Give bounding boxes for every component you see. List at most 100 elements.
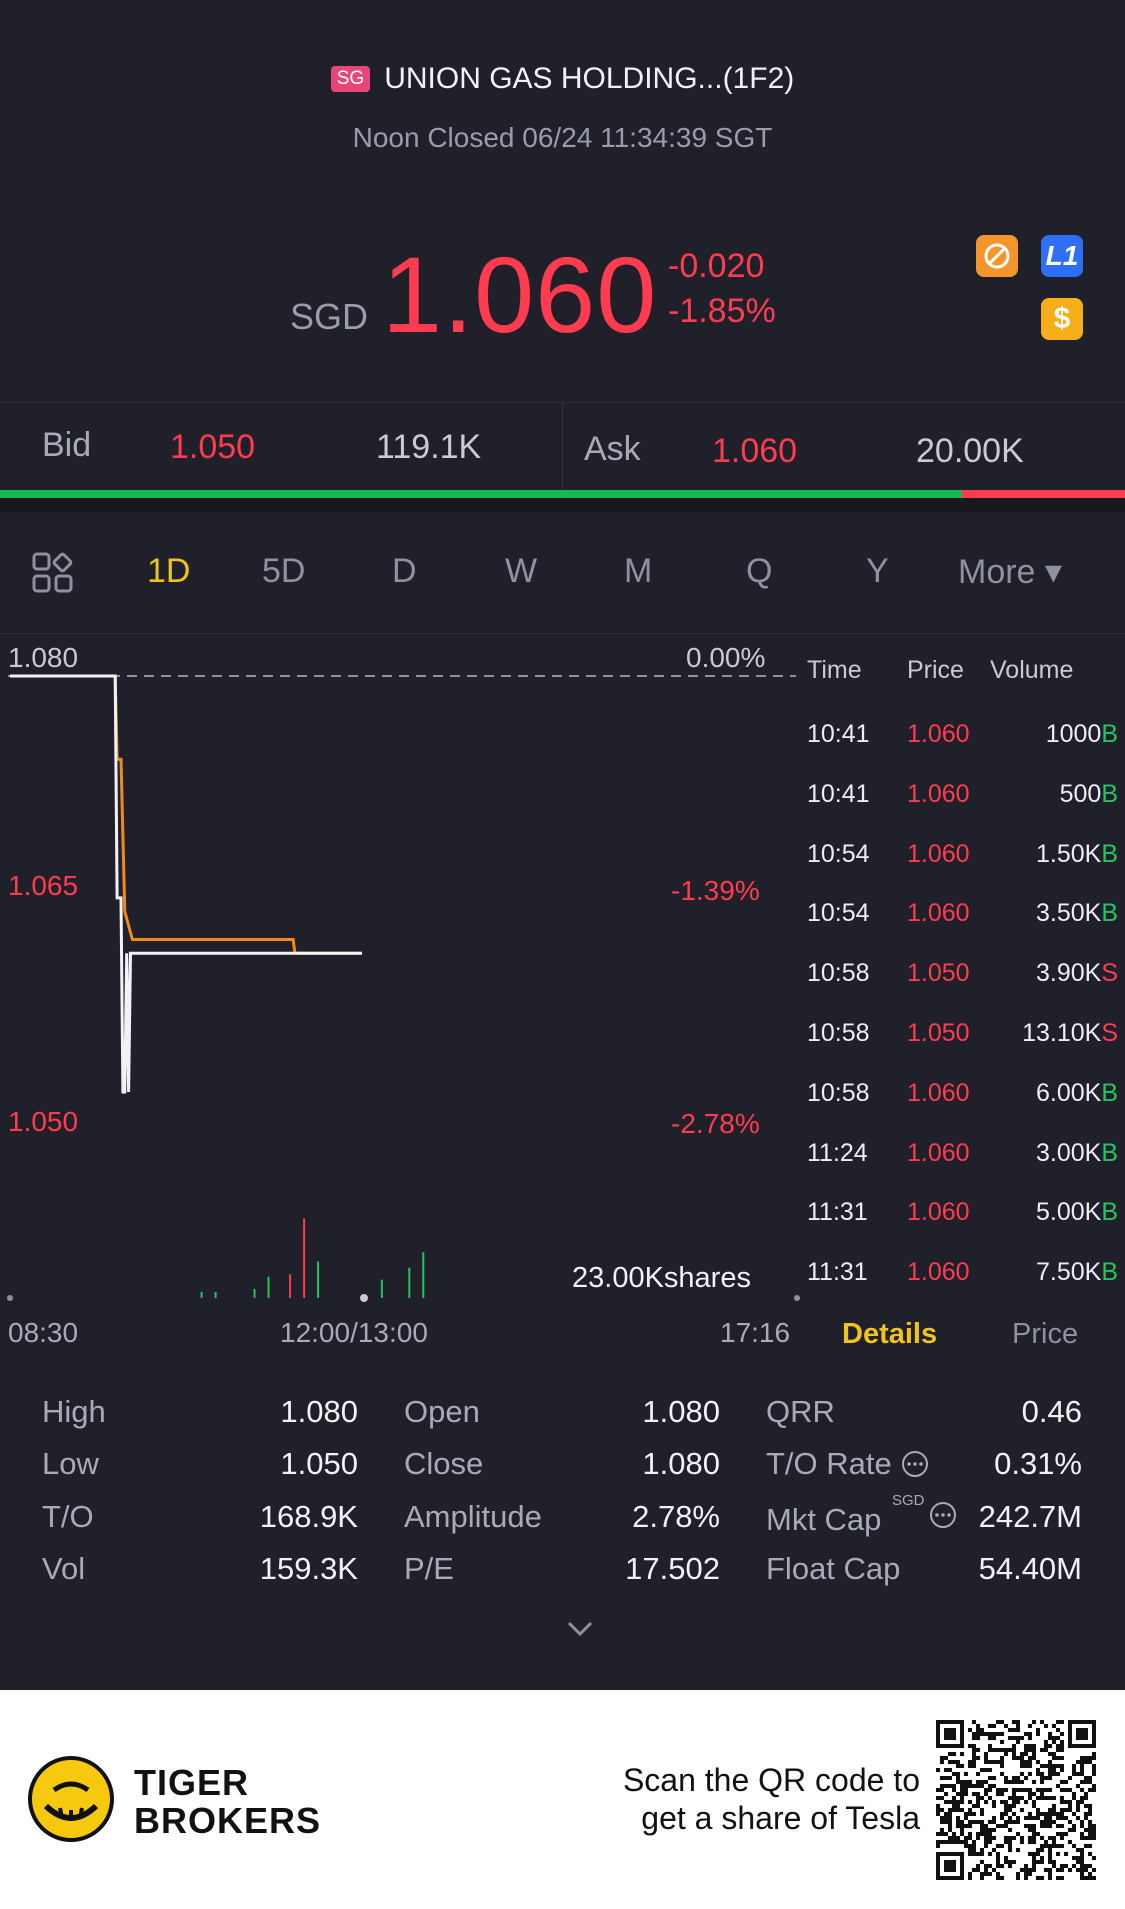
trade-side: B [1101,899,1118,928]
volume-bar [422,1252,425,1298]
trade-volume: 3.50KB [1035,899,1118,928]
y-label-top: 1.080 [8,642,79,673]
price-line [10,674,362,1094]
y-label-mid: 1.065 [8,870,79,901]
stat-open-label: Open [404,1394,480,1429]
stat-torate-value: 0.31% [994,1446,1082,1481]
period-tabs: 1D 5D D W M Q Y More ▾ [0,512,1125,634]
volume-bar [289,1274,292,1298]
tab-details[interactable]: Details [842,1318,938,1350]
chart-current-dot [360,1294,368,1302]
trade-price: 1.050 [907,959,970,988]
chart-end-dot [794,1295,800,1301]
brand-name-line1: TIGER [134,1762,250,1803]
y-label-bottom: 1.050 [8,1106,79,1137]
tab-5d[interactable]: 5D [262,552,306,590]
trade-side: B [1101,1078,1118,1107]
trade-side: B [1101,720,1118,748]
trade-volume: 3.00KB [1035,1138,1118,1167]
stat-amplitude-value: 2.78% [632,1499,720,1534]
trade-volume: 6.00KB [1035,1078,1118,1107]
x-label-mid: 12:00/13:00 [280,1317,428,1348]
stat-qrr-value: 0.46 [1021,1394,1082,1429]
ask-price: 1.060 [712,432,798,470]
trade-time: 10:41 [807,779,870,808]
trades-header-time: Time [807,656,862,684]
trade-time: 10:58 [807,1019,870,1047]
x-label-end: 17:16 [720,1317,791,1348]
torate-info-icon[interactable] [900,1449,930,1484]
trade-volume: 1.50KB [1035,839,1118,868]
trade-price: 1.060 [907,839,970,868]
stat-high-label: High [42,1394,106,1429]
stat-vol-label: Vol [42,1551,86,1586]
trade-side: B [1101,1138,1118,1167]
stat-qrr-label: QRR [766,1394,835,1429]
trade-side: B [1101,1258,1118,1287]
stock-title[interactable]: SG UNION GAS HOLDING...(1F2) [0,62,1125,96]
stat-vol-value: 159.3K [259,1551,358,1586]
tab-month[interactable]: M [624,552,653,590]
trade-side: B [1101,779,1118,808]
stat-mktcap-value: 242.7M [978,1499,1082,1534]
tab-week[interactable]: W [505,552,538,590]
trade-time: 10:58 [807,1078,870,1107]
volume-bar [200,1291,203,1298]
dollar-icon[interactable]: $ [1041,298,1083,340]
trade-volume: 13.10KS [1022,1019,1118,1047]
average-price-line [10,674,362,955]
trade-time: 11:31 [807,1258,868,1287]
currency-label: SGD [290,296,369,337]
stat-close-label: Close [404,1446,484,1481]
stat-pe-value: 17.502 [625,1551,720,1586]
pct-label-bottom: -2.78% [671,1108,760,1139]
trade-time: 11:24 [807,1138,868,1167]
trade-price: 1.050 [907,1019,970,1047]
mktcap-info-icon[interactable] [928,1500,958,1535]
tab-day[interactable]: D [392,552,417,590]
bid-ask-divider [562,402,563,490]
stat-amplitude-label: Amplitude [404,1499,542,1534]
bid-price: 1.050 [170,428,256,466]
trade-side: B [1101,839,1118,868]
intraday-chart[interactable] [0,634,800,1364]
ask-label: Ask [584,430,641,468]
trade-price: 1.060 [907,1198,970,1227]
bid-strength-bar [0,490,962,498]
stat-close-value: 1.080 [642,1446,720,1481]
trades-header-volume: Volume [990,656,1074,684]
stat-low-value: 1.050 [280,1446,358,1481]
stat-floatcap-label: Float Cap [766,1551,901,1586]
no-short-icon[interactable] [976,235,1018,277]
stat-pe-label: P/E [404,1551,454,1586]
volume-bar [253,1288,256,1298]
section-divider [0,498,1125,512]
volume-bar [267,1276,270,1298]
trade-volume: 500B [1059,779,1118,808]
chart-layout-icon[interactable] [32,552,74,603]
trade-time: 11:31 [807,1198,868,1227]
level1-icon[interactable]: L1 [1041,235,1083,277]
stat-torate-label: T/O Rate [766,1446,892,1481]
trade-side: S [1101,959,1118,988]
trade-price: 1.060 [907,1138,970,1167]
stat-to-value: 168.9K [259,1499,358,1534]
stat-mktcap-label: Mkt Cap [766,1502,882,1537]
price-change-percent: -1.85% [668,292,776,330]
tab-more[interactable]: More ▾ [958,553,1062,591]
promo-text-line1: Scan the QR code to [622,1762,920,1798]
trade-volume: 5.00KB [1035,1198,1118,1227]
stat-to-label: T/O [42,1499,94,1534]
tab-1d[interactable]: 1D [147,552,191,590]
trade-time: 10:41 [807,720,870,748]
stat-floatcap-value: 54.40M [978,1551,1082,1586]
trades-header-price: Price [907,656,964,684]
tab-quarter[interactable]: Q [746,552,773,590]
expand-chevron-icon[interactable] [566,1612,594,1646]
tab-price[interactable]: Price [1012,1318,1079,1350]
bid-label: Bid [42,426,92,464]
tab-year[interactable]: Y [866,552,889,590]
trade-volume: 7.50KB [1035,1258,1118,1287]
qr-code-icon[interactable] [936,1720,1096,1880]
stock-name: UNION GAS HOLDING...(1F2) [384,62,795,95]
